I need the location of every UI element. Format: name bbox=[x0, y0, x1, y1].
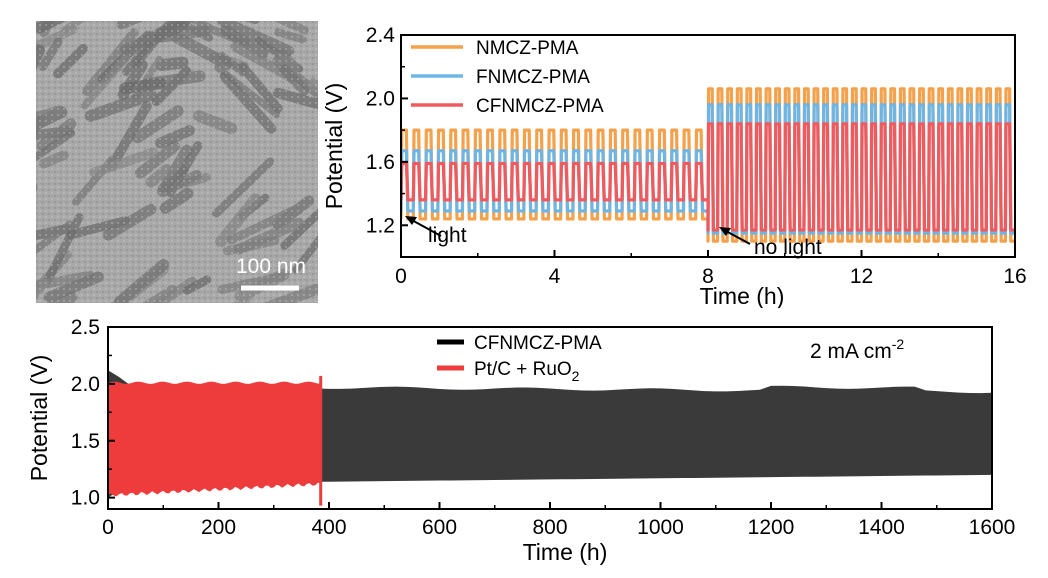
annotation-no-light-label: no light bbox=[754, 236, 822, 259]
chart-a-ticks: 0 4 8 12 16 1.2 1.6 2.0 2.4 bbox=[366, 24, 1027, 288]
series-band-ptc-ruo2 bbox=[108, 381, 321, 497]
chart-a-series bbox=[401, 87, 1015, 243]
current-density-exponent: -2 bbox=[892, 336, 905, 352]
x-tick-label: 12 bbox=[850, 265, 873, 288]
tem-micrograph: 100 nm bbox=[36, 21, 318, 303]
x-tick-label: 8 bbox=[702, 265, 714, 288]
chart-b-series bbox=[108, 370, 992, 506]
long-term-cycling-chart: 0 200 400 600 800 1000 1200 1400 1600 1.0 1.5 2.0 2.… bbox=[26, 316, 1016, 565]
current-density-annotation: 2 mA cm-2 bbox=[810, 336, 904, 363]
y-tick-label: 2.4 bbox=[366, 24, 396, 47]
light-cycling-chart: 0 4 8 12 16 1.2 1.6 2.0 2.4 Time (h) Potential (… bbox=[322, 24, 1027, 308]
chart-b-ylabel: Potential (V) bbox=[26, 355, 52, 482]
annotation-light: light bbox=[405, 216, 467, 247]
x-tick-label: 1400 bbox=[858, 516, 905, 539]
annotation-light-label: light bbox=[428, 224, 467, 247]
chart-a-xlabel: Time (h) bbox=[700, 283, 785, 308]
y-tick-label: 1.0 bbox=[71, 487, 100, 510]
y-tick-label: 2.0 bbox=[366, 87, 395, 110]
y-tick-label: 1.6 bbox=[366, 151, 395, 174]
annotation-no-light: no light bbox=[719, 227, 822, 259]
legend-label-2: CFNMCZ-PMA bbox=[476, 96, 604, 117]
scale-bar-label: 100 nm bbox=[236, 255, 306, 278]
y-tick-label: 1.2 bbox=[366, 214, 395, 237]
x-tick-label: 0 bbox=[102, 516, 114, 539]
current-density-value: 2 mA cm bbox=[810, 340, 892, 363]
x-tick-label: 0 bbox=[395, 265, 407, 288]
legend-label-ptc-ruo2: Pt/C + RuO2 bbox=[474, 359, 580, 384]
legend-label-ptc-ruo2-main: Pt/C + RuO bbox=[474, 359, 572, 380]
x-tick-label: 1200 bbox=[748, 516, 795, 539]
chart-b-ticks: 0 200 400 600 800 1000 1200 1400 1600 1.0 1.5 2.0 2.… bbox=[71, 316, 1016, 539]
legend-label-cfnmcz: CFNMCZ-PMA bbox=[474, 333, 602, 354]
y-tick-label: 2.5 bbox=[71, 316, 100, 339]
x-tick-label: 800 bbox=[532, 516, 567, 539]
x-tick-label: 600 bbox=[422, 516, 457, 539]
legend-label-ptc-ruo2-sub: 2 bbox=[572, 368, 580, 384]
series-band-cfnmcz bbox=[108, 370, 992, 498]
chart-b-legend: CFNMCZ-PMA Pt/C + RuO2 bbox=[437, 333, 602, 384]
series-line-2 bbox=[401, 122, 1015, 232]
x-tick-label: 4 bbox=[549, 265, 561, 288]
y-tick-label: 2.0 bbox=[71, 373, 100, 396]
x-tick-label: 200 bbox=[201, 516, 236, 539]
chart-a-legend: NMCZ-PMA FNMCZ-PMA CFNMCZ-PMA bbox=[411, 38, 604, 117]
legend-label-1: FNMCZ-PMA bbox=[476, 67, 590, 88]
x-tick-label: 400 bbox=[311, 516, 346, 539]
x-tick-label: 1000 bbox=[637, 516, 684, 539]
y-tick-label: 1.5 bbox=[71, 430, 100, 453]
x-tick-label: 16 bbox=[1003, 265, 1026, 288]
legend-label-0: NMCZ-PMA bbox=[476, 38, 579, 59]
chart-b-xlabel: Time (h) bbox=[523, 539, 608, 565]
chart-a-ylabel: Potential (V) bbox=[322, 83, 347, 210]
x-tick-label: 1600 bbox=[969, 516, 1016, 539]
